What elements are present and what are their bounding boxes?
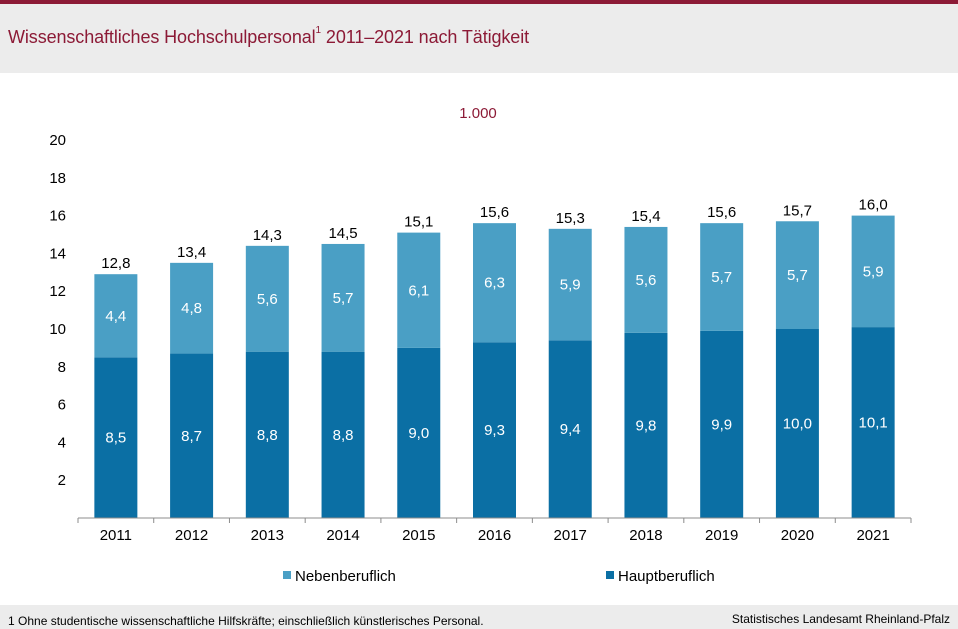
y-tick-label-14: 14 (49, 245, 66, 262)
x-tick-label-2018: 2018 (629, 527, 662, 544)
y-tick-label-8: 8 (58, 359, 66, 376)
bar-hauptberuflich-2012 (170, 353, 214, 518)
bar-nebenberuflich-2013 (245, 245, 289, 352)
bar-hauptberuflich-2011 (94, 357, 138, 518)
bar-hauptberuflich-2020 (775, 329, 819, 518)
data-label-hauptberuflich-2020: 10,0 (783, 416, 812, 433)
data-label-nebenberuflich-2011: 4,4 (105, 308, 126, 325)
data-label-hauptberuflich-2018: 9,8 (636, 417, 657, 434)
unit-label: 1.000 (459, 105, 497, 122)
bar-hauptberuflich-2014 (321, 351, 365, 518)
total-label-2020: 15,7 (783, 202, 812, 219)
header-separator (0, 73, 958, 83)
data-label-hauptberuflich-2014: 8,8 (333, 427, 354, 444)
bar-nebenberuflich-2021 (851, 215, 895, 328)
data-label-nebenberuflich-2014: 5,7 (333, 290, 354, 307)
y-tick-label-20: 20 (49, 132, 66, 149)
data-label-hauptberuflich-2016: 9,3 (484, 422, 505, 439)
bar-hauptberuflich-2019 (700, 330, 744, 518)
data-label-nebenberuflich-2013: 5,6 (257, 291, 278, 308)
bar-hauptberuflich-2015 (397, 347, 441, 518)
x-tick-label-2021: 2021 (856, 527, 889, 544)
total-label-2015: 15,1 (404, 214, 433, 231)
bar-nebenberuflich-2018 (624, 226, 668, 333)
total-label-2012: 13,4 (177, 244, 206, 261)
total-label-2018: 15,4 (631, 208, 660, 225)
y-tick-label-6: 6 (58, 397, 66, 414)
y-tick-label-12: 12 (49, 283, 66, 300)
bar-nebenberuflich-2019 (700, 223, 744, 331)
x-tick-label-2017: 2017 (554, 527, 587, 544)
y-tick-label-2: 2 (58, 472, 66, 489)
y-tick-label-4: 4 (58, 434, 66, 451)
title-footnote-marker: 1 (315, 25, 322, 36)
legend-label-nebenberuflich: Nebenberuflich (295, 568, 396, 585)
bar-nebenberuflich-2016 (473, 223, 516, 343)
total-label-2021: 16,0 (859, 197, 888, 214)
y-tick-label-18: 18 (49, 170, 66, 187)
bar-hauptberuflich-2017 (548, 340, 592, 518)
x-tick-label-2016: 2016 (478, 527, 511, 544)
source-credit: Statistisches Landesamt Rheinland-Pfalz (731, 612, 950, 626)
bar-hauptberuflich-2013 (245, 351, 289, 518)
data-label-hauptberuflich-2011: 8,5 (105, 430, 126, 447)
bar-hauptberuflich-2018 (624, 332, 668, 518)
x-tick-label-2011: 2011 (100, 527, 132, 544)
legend-swatch-nebenberuflich (283, 571, 291, 579)
bar-nebenberuflich-2017 (548, 228, 592, 341)
x-tick-label-2015: 2015 (402, 527, 435, 544)
total-label-2011: 12,8 (101, 255, 130, 272)
bar-nebenberuflich-2011 (94, 274, 138, 358)
data-label-nebenberuflich-2017: 5,9 (560, 277, 581, 294)
total-label-2019: 15,6 (707, 204, 736, 221)
total-label-2016: 15,6 (480, 204, 509, 221)
data-label-hauptberuflich-2015: 9,0 (408, 425, 429, 442)
y-tick-label-10: 10 (49, 321, 66, 338)
bar-hauptberuflich-2021 (851, 327, 895, 518)
top-accent-bar (0, 0, 958, 4)
y-tick-label-16: 16 (49, 208, 66, 225)
total-label-2013: 14,3 (253, 227, 282, 244)
legend-label-hauptberuflich: Hauptberuflich (618, 568, 715, 585)
footnote: 1 Ohne studentische wissenschaftliche Hi… (8, 614, 484, 628)
bar-nebenberuflich-2014 (321, 243, 365, 352)
data-label-hauptberuflich-2019: 9,9 (711, 416, 732, 433)
bar-nebenberuflich-2020 (775, 221, 819, 329)
stacked-bar-chart: 1.000 2 4 6 8 10 12 14 16 18 20 8,5 4,4 12,8 2011 8,7 4,… (0, 83, 958, 605)
title-tail: 2011–2021 nach Tätigkeit (321, 27, 530, 47)
title-text: Wissenschaftliches Hochschulpersonal (8, 27, 316, 47)
x-tick-label-2014: 2014 (326, 527, 359, 544)
total-label-2017: 15,3 (556, 210, 585, 227)
data-label-hauptberuflich-2013: 8,8 (257, 427, 278, 444)
bar-nebenberuflich-2012 (170, 262, 214, 354)
x-tick-label-2020: 2020 (781, 527, 814, 544)
x-tick-label-2012: 2012 (175, 527, 208, 544)
data-label-nebenberuflich-2020: 5,7 (787, 267, 808, 284)
legend-swatch-hauptberuflich (606, 571, 614, 579)
data-label-nebenberuflich-2019: 5,7 (711, 269, 732, 286)
data-label-nebenberuflich-2015: 6,1 (408, 282, 429, 299)
x-tick-label-2019: 2019 (705, 527, 738, 544)
data-label-hauptberuflich-2017: 9,4 (560, 421, 581, 438)
x-tick-label-2013: 2013 (251, 527, 284, 544)
data-label-nebenberuflich-2018: 5,6 (636, 272, 657, 289)
total-label-2014: 14,5 (328, 225, 357, 242)
page-title: Wissenschaftliches Hochschulpersonal1 20… (8, 25, 530, 48)
data-label-nebenberuflich-2012: 4,8 (181, 300, 202, 317)
data-label-hauptberuflich-2012: 8,7 (181, 428, 202, 445)
data-label-nebenberuflich-2021: 5,9 (863, 263, 884, 280)
bar-nebenberuflich-2015 (397, 232, 441, 348)
data-label-hauptberuflich-2021: 10,1 (859, 415, 888, 432)
bar-hauptberuflich-2016 (473, 342, 516, 518)
data-label-nebenberuflich-2016: 6,3 (484, 275, 505, 292)
